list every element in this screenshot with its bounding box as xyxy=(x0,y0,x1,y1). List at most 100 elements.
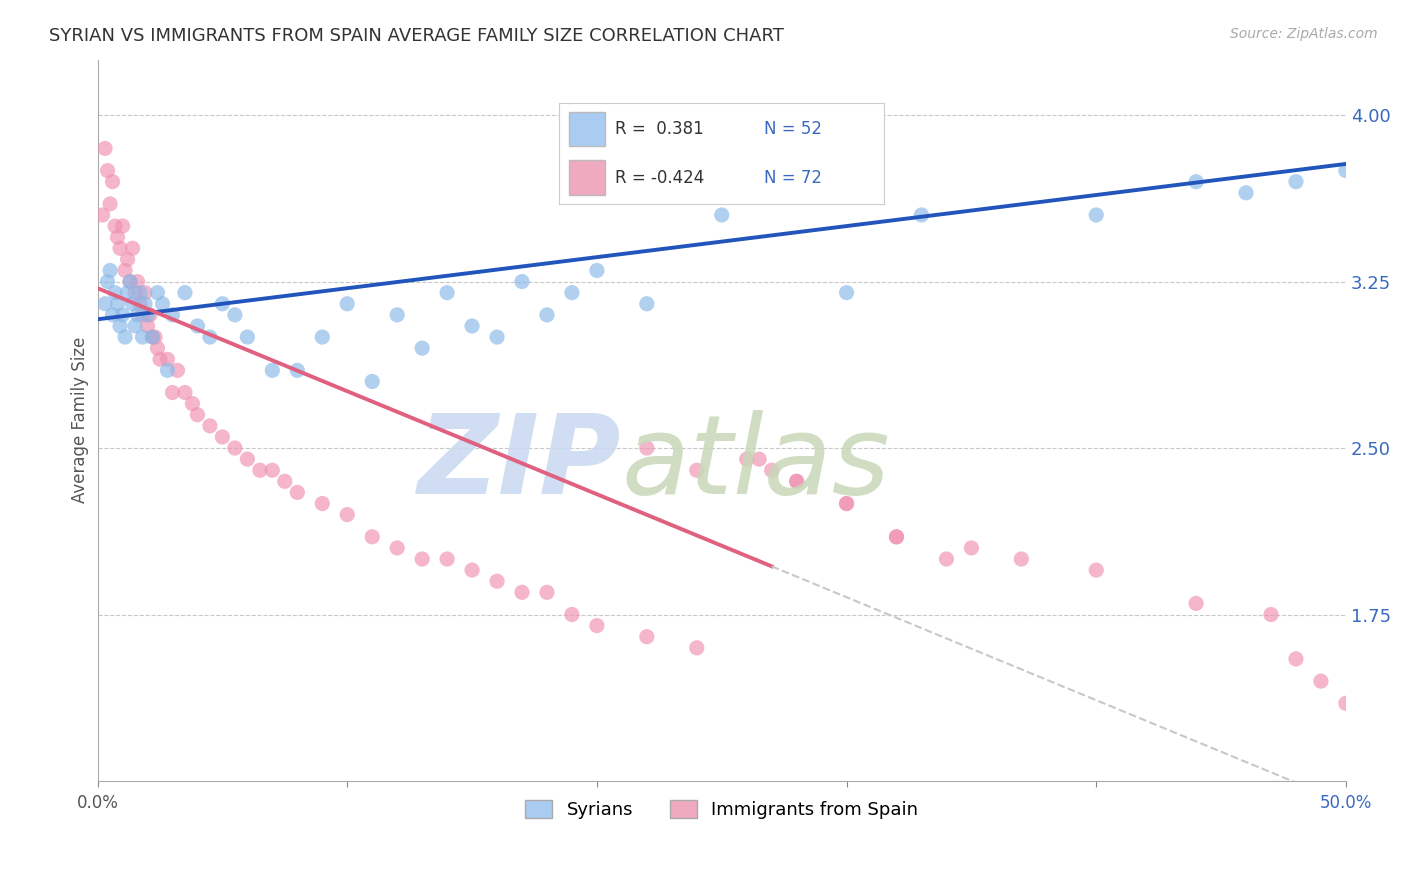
Point xyxy=(686,463,709,477)
Point xyxy=(561,607,583,622)
Point xyxy=(236,330,259,344)
Point xyxy=(486,574,509,589)
Point xyxy=(118,275,141,289)
Point xyxy=(411,341,433,355)
Point xyxy=(94,297,117,311)
Point xyxy=(1260,607,1282,622)
Point xyxy=(1185,175,1208,189)
Point xyxy=(124,285,146,300)
Point xyxy=(461,318,484,333)
Point xyxy=(98,263,121,277)
Point xyxy=(118,275,141,289)
Y-axis label: Average Family Size: Average Family Size xyxy=(72,337,89,503)
Point xyxy=(143,330,166,344)
Point xyxy=(107,297,129,311)
Legend: Syrians, Immigrants from Spain: Syrians, Immigrants from Spain xyxy=(519,792,925,826)
Point xyxy=(211,297,233,311)
Text: 50.0%: 50.0% xyxy=(1320,794,1372,813)
Point xyxy=(835,497,858,511)
Point xyxy=(262,463,284,477)
Point xyxy=(97,275,120,289)
Point xyxy=(886,530,908,544)
Point xyxy=(710,208,733,222)
Point xyxy=(960,541,983,555)
Point xyxy=(411,552,433,566)
Point xyxy=(127,275,149,289)
Point xyxy=(311,330,333,344)
Text: 0.0%: 0.0% xyxy=(77,794,118,813)
Point xyxy=(186,408,208,422)
Point xyxy=(686,640,709,655)
Point xyxy=(910,208,932,222)
Text: SYRIAN VS IMMIGRANTS FROM SPAIN AVERAGE FAMILY SIZE CORRELATION CHART: SYRIAN VS IMMIGRANTS FROM SPAIN AVERAGE … xyxy=(49,27,785,45)
Point xyxy=(166,363,188,377)
Point xyxy=(114,263,136,277)
Point xyxy=(835,285,858,300)
Point xyxy=(361,375,384,389)
Point xyxy=(536,308,558,322)
Point xyxy=(104,219,127,233)
Point xyxy=(436,285,458,300)
Point xyxy=(91,208,114,222)
Point xyxy=(146,285,169,300)
Point xyxy=(1334,163,1357,178)
Point xyxy=(436,552,458,566)
Point xyxy=(198,418,221,433)
Point xyxy=(361,530,384,544)
Point xyxy=(101,308,124,322)
Point xyxy=(1285,175,1308,189)
Point xyxy=(156,363,179,377)
Point xyxy=(586,618,609,632)
Point xyxy=(311,497,333,511)
Point xyxy=(108,241,131,255)
Point xyxy=(1085,208,1108,222)
Point xyxy=(274,475,297,489)
Point xyxy=(121,241,143,255)
Point xyxy=(510,585,533,599)
Point xyxy=(134,285,156,300)
Point xyxy=(108,318,131,333)
Point xyxy=(935,552,957,566)
Point xyxy=(886,530,908,544)
Point xyxy=(336,297,359,311)
Point xyxy=(181,397,204,411)
Point xyxy=(97,163,120,178)
Point xyxy=(131,308,153,322)
Point xyxy=(536,585,558,599)
Point xyxy=(224,308,246,322)
Point xyxy=(111,219,134,233)
Point xyxy=(107,230,129,244)
Point xyxy=(461,563,484,577)
Point xyxy=(285,363,308,377)
Point xyxy=(136,318,159,333)
Point xyxy=(1185,596,1208,610)
Point xyxy=(510,275,533,289)
Point xyxy=(174,285,197,300)
Text: ZIP: ZIP xyxy=(419,410,621,517)
Point xyxy=(211,430,233,444)
Point xyxy=(101,175,124,189)
Point xyxy=(129,285,152,300)
Point xyxy=(385,308,408,322)
Point xyxy=(636,297,658,311)
Point xyxy=(1010,552,1032,566)
Point xyxy=(186,318,208,333)
Point xyxy=(141,330,163,344)
Text: Source: ZipAtlas.com: Source: ZipAtlas.com xyxy=(1230,27,1378,41)
Point xyxy=(761,463,783,477)
Point xyxy=(114,330,136,344)
Point xyxy=(786,475,808,489)
Point xyxy=(236,452,259,467)
Point xyxy=(124,318,146,333)
Point xyxy=(104,285,127,300)
Point xyxy=(486,330,509,344)
Point xyxy=(1085,563,1108,577)
Point xyxy=(835,497,858,511)
Point xyxy=(149,352,172,367)
Point xyxy=(1234,186,1257,200)
Point xyxy=(152,297,174,311)
Point xyxy=(636,441,658,455)
Point xyxy=(162,385,184,400)
Point xyxy=(735,452,758,467)
Point xyxy=(636,630,658,644)
